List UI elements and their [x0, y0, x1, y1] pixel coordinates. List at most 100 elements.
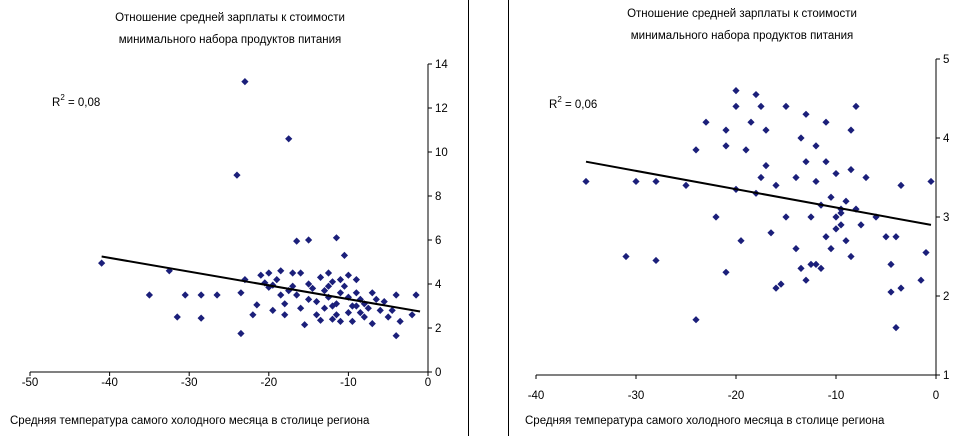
data-point [582, 177, 590, 186]
data-point [368, 320, 376, 328]
data-point [364, 304, 372, 312]
x-tick-label: -20 [728, 390, 745, 402]
data-point [682, 181, 690, 189]
data-point [812, 142, 820, 150]
data-point [305, 295, 313, 303]
data-point [822, 158, 830, 166]
data-point [747, 118, 755, 126]
data-point [722, 126, 730, 134]
data-point [732, 102, 740, 110]
x-tick-label: -30 [181, 377, 198, 389]
r-squared-value: = 0,06 [562, 99, 598, 111]
data-point [360, 313, 368, 321]
data-point [782, 102, 790, 110]
data-point [289, 269, 297, 277]
data-point [652, 256, 660, 265]
x-axis-label: Средняя температура самого холодного мес… [10, 415, 370, 427]
data-point [328, 278, 337, 286]
data-point [289, 282, 297, 290]
data-point [249, 311, 257, 319]
data-point [797, 264, 805, 272]
data-point [862, 173, 870, 182]
data-point [892, 324, 900, 332]
data-point [792, 173, 800, 182]
data-point [792, 245, 800, 253]
data-point [772, 284, 780, 292]
y-tick-label: 8 [435, 191, 441, 203]
data-point [281, 311, 289, 319]
data-point [277, 291, 285, 299]
data-point [722, 142, 730, 150]
data-point [344, 309, 352, 317]
data-point [269, 306, 277, 314]
data-point [777, 280, 785, 288]
data-point [822, 118, 830, 126]
data-point [332, 300, 341, 308]
y-tick-label: 2 [943, 291, 949, 303]
y-tick-label: 4 [435, 279, 442, 291]
r-squared-label: R [549, 99, 557, 111]
data-point [344, 271, 352, 279]
data-point [837, 209, 845, 217]
data-point [652, 177, 660, 186]
data-point [356, 309, 364, 317]
data-point [297, 269, 305, 277]
data-point [852, 102, 860, 110]
data-point [241, 78, 249, 86]
data-point [336, 276, 345, 284]
x-tick-label: -50 [22, 377, 39, 389]
data-point [308, 284, 317, 292]
data-point [762, 126, 770, 134]
data-point [757, 173, 765, 182]
data-point [312, 298, 321, 306]
chart-title-line: Отношение средней зарплаты к стоимости [627, 8, 857, 20]
data-point [336, 289, 345, 297]
r-squared-label: R [52, 97, 60, 109]
data-point [897, 284, 905, 292]
data-point [348, 317, 356, 325]
data-point [408, 311, 416, 319]
data-point [712, 213, 720, 221]
data-point [812, 260, 820, 268]
data-point [396, 317, 404, 325]
data-point [340, 251, 349, 259]
data-point [692, 146, 700, 154]
data-point [847, 166, 855, 174]
data-point [392, 332, 400, 340]
data-point [213, 291, 221, 299]
data-point [384, 313, 392, 321]
data-point [233, 171, 241, 179]
data-point [257, 271, 265, 279]
data-point [253, 301, 261, 309]
data-point [842, 197, 850, 205]
x-tick-label: 0 [933, 390, 939, 402]
data-point [897, 181, 905, 189]
data-point [145, 291, 153, 299]
data-point [181, 291, 189, 299]
data-point [348, 302, 356, 310]
y-tick-label: 6 [435, 235, 441, 247]
data-point [827, 193, 835, 201]
trendline [101, 255, 421, 313]
data-point [197, 291, 205, 299]
data-point [752, 90, 760, 99]
r-squared-value: = 0,08 [65, 97, 101, 109]
data-point [632, 177, 640, 186]
data-point [757, 102, 765, 110]
data-point [352, 289, 360, 297]
data-point [336, 317, 345, 325]
data-point [622, 252, 630, 261]
data-point [293, 291, 301, 299]
chart-right: Отношение средней зарплаты к стоимости ми… [525, 8, 950, 427]
y-tick-label: 12 [435, 103, 448, 115]
chart-title-line: минимального набора продуктов питания [631, 30, 854, 42]
data-point [273, 276, 281, 284]
chart-title-line: Отношение средней зарплаты к стоимости [115, 12, 345, 24]
chart-title-line: минимального набора продуктов питания [119, 34, 342, 46]
y-tick-label: 10 [435, 147, 448, 159]
data-point [301, 321, 309, 329]
data-point [722, 268, 730, 276]
x-tick-label: -40 [528, 390, 545, 402]
data-point [281, 300, 289, 308]
data-point [316, 316, 325, 324]
